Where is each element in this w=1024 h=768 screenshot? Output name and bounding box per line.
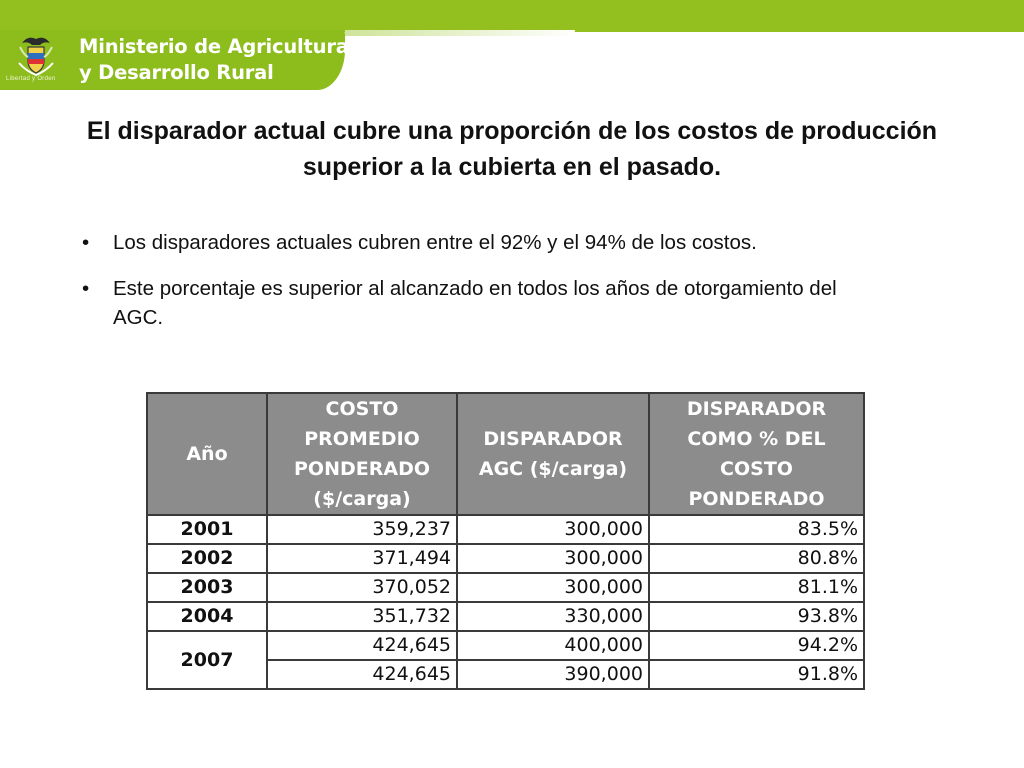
- cell-percentage: 81.1%: [648, 572, 865, 603]
- coat-of-arms-icon: [18, 37, 54, 77]
- table-row: 2003 370,052 300,000 81.1%: [146, 572, 865, 603]
- cell-percentage: 83.5%: [648, 514, 865, 545]
- cell-cost: 359,237: [266, 514, 458, 545]
- cell-trigger: 400,000: [456, 630, 650, 661]
- table-row: 2002 371,494 300,000 80.8%: [146, 543, 865, 574]
- ministry-motto: Libertad y Orden: [6, 76, 56, 82]
- bullet-dot-icon: •: [82, 277, 90, 300]
- ministry-logo-tab: [0, 30, 345, 90]
- cell-percentage: 91.8%: [648, 659, 865, 690]
- cell-year: 2002: [146, 543, 268, 574]
- cell-trigger: 390,000: [456, 659, 650, 690]
- table-header-row: Año COSTO PROMEDIO PONDERADO ($/carga) D…: [146, 392, 865, 516]
- cell-trigger: 300,000: [456, 543, 650, 574]
- bullet-list: • Los disparadores actuales cubren entre …: [82, 228, 882, 349]
- cell-year: 2007: [146, 630, 268, 690]
- cell-trigger: 300,000: [456, 514, 650, 545]
- ministry-name: Ministerio de Agricultura y Desarrollo R…: [79, 34, 349, 86]
- cell-cost: 351,732: [266, 601, 458, 632]
- cell-year: 2004: [146, 601, 268, 632]
- cell-cost: 370,052: [266, 572, 458, 603]
- table-row: 2007 424,645 400,000 94.2%: [146, 630, 865, 690]
- cell-cost: 424,645: [266, 630, 458, 661]
- header-percentage: DISPARADOR COMO % DEL COSTO PONDERADO: [648, 392, 865, 516]
- cell-year: 2003: [146, 572, 268, 603]
- table-row: 424,645 390,000 91.8%: [147, 659, 865, 690]
- header-accent-line: [345, 30, 575, 36]
- bullet-item: • Los disparadores actuales cubren entre …: [82, 228, 882, 257]
- cell-trigger: 300,000: [456, 572, 650, 603]
- cell-cost: 371,494: [266, 543, 458, 574]
- table-row: 2004 351,732 330,000 93.8%: [146, 601, 865, 632]
- slide-title: El disparador actual cubre una proporció…: [86, 117, 938, 181]
- bullet-text: Los disparadores actuales cubren entre e…: [113, 231, 757, 254]
- ministry-name-line2: y Desarrollo Rural: [79, 61, 274, 84]
- bullet-item: • Este porcentaje es superior al alcanzad…: [82, 274, 882, 332]
- cell-cost: 424,645: [266, 659, 458, 690]
- ministry-name-line1: Ministerio de Agricultura: [79, 35, 349, 58]
- header-trigger: DISPARADOR AGC ($/carga): [456, 392, 650, 516]
- header-year: Año: [146, 392, 268, 516]
- bullet-dot-icon: •: [82, 231, 90, 254]
- cell-percentage: 80.8%: [648, 543, 865, 574]
- cell-percentage: 93.8%: [648, 601, 865, 632]
- bullet-text: Este porcentaje es superior al alcanzado…: [113, 277, 837, 329]
- cell-percentage: 94.2%: [648, 630, 865, 661]
- cell-trigger: 330,000: [456, 601, 650, 632]
- table-row: 2001 359,237 300,000 83.5%: [146, 514, 865, 545]
- header-bar: [0, 0, 1024, 32]
- cost-trigger-table: Año COSTO PROMEDIO PONDERADO ($/carga) D…: [146, 392, 865, 690]
- cell-year: 2001: [146, 514, 268, 545]
- header-cost: COSTO PROMEDIO PONDERADO ($/carga): [266, 392, 458, 516]
